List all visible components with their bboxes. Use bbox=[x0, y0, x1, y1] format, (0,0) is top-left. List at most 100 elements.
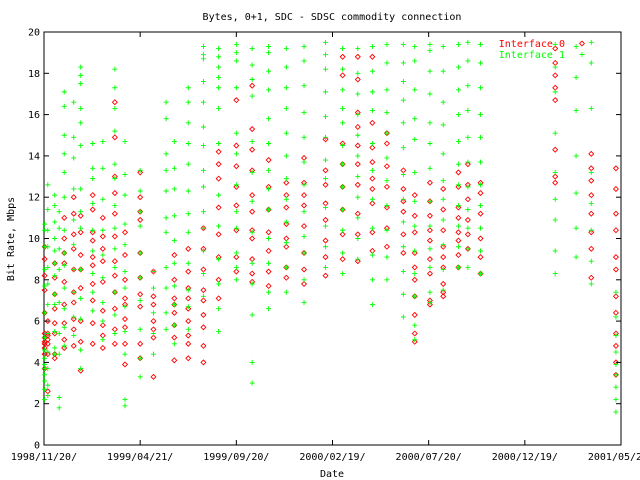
interface-1-point bbox=[384, 227, 390, 233]
interface-1-point bbox=[150, 310, 156, 316]
interface-1-point bbox=[573, 225, 579, 231]
interface-1-point bbox=[478, 159, 484, 165]
interface-1-point bbox=[163, 188, 169, 194]
interface-1-point bbox=[455, 182, 461, 188]
interface-0-point bbox=[44, 340, 51, 347]
interface-1-point bbox=[78, 64, 84, 70]
interface-1-point bbox=[171, 186, 177, 192]
interface-0-point bbox=[300, 202, 308, 209]
interface-1-point bbox=[412, 169, 418, 175]
interface-1-point bbox=[163, 285, 169, 291]
interface-1-point bbox=[478, 182, 484, 188]
interface-1-point bbox=[52, 192, 58, 198]
interface-1-point bbox=[455, 138, 461, 144]
interface-0-point bbox=[411, 276, 418, 283]
interface-0-point bbox=[300, 280, 308, 287]
interface-1-point bbox=[440, 122, 446, 128]
interface-1-point bbox=[283, 46, 289, 52]
interface-1-point bbox=[455, 161, 461, 167]
interface-1-point bbox=[400, 97, 406, 103]
interface-0-point bbox=[322, 254, 329, 261]
interface-0-point bbox=[612, 254, 619, 261]
interface-1-point bbox=[552, 130, 558, 136]
interface-0-point bbox=[322, 272, 329, 279]
interface-1-point bbox=[61, 262, 67, 268]
interface-1-point bbox=[171, 138, 177, 144]
interface-0-point bbox=[185, 340, 192, 347]
interface-0-point bbox=[400, 208, 407, 215]
interface-1-point bbox=[61, 285, 67, 291]
interface-1-point bbox=[369, 107, 375, 113]
interface-1-point bbox=[61, 194, 67, 200]
interface-1-point bbox=[340, 227, 346, 233]
interface-0-point bbox=[137, 216, 144, 223]
interface-1-point bbox=[283, 153, 289, 159]
interface-0-point bbox=[215, 231, 222, 238]
interface-1-point bbox=[355, 91, 361, 97]
interface-1-point bbox=[90, 289, 96, 295]
interface-1-point bbox=[185, 229, 191, 235]
interface-1-point bbox=[90, 271, 96, 277]
interface-1-point bbox=[412, 271, 418, 277]
interface-1-point bbox=[200, 209, 206, 215]
interface-0-point bbox=[426, 237, 433, 244]
interface-0-point bbox=[612, 185, 619, 192]
interface-1-point bbox=[52, 219, 58, 225]
interface-1-point bbox=[588, 281, 594, 287]
interface-0-point bbox=[369, 200, 376, 207]
x-tick-label: 2001/05/20/ bbox=[588, 452, 640, 463]
interface-1-point bbox=[266, 306, 272, 312]
interface-1-point bbox=[301, 300, 307, 306]
interface-1-point bbox=[137, 275, 143, 281]
interface-1-point bbox=[588, 169, 594, 175]
interface-1-point bbox=[150, 285, 156, 291]
interface-0-point bbox=[89, 254, 96, 261]
interface-1-point bbox=[427, 198, 433, 204]
interface-1-point bbox=[384, 110, 390, 116]
interface-1-point bbox=[56, 266, 62, 272]
interface-1-point bbox=[573, 107, 579, 113]
interface-0-point bbox=[150, 334, 157, 341]
interface-1-point bbox=[355, 174, 361, 180]
interface-0-point bbox=[249, 82, 256, 89]
interface-0-point bbox=[477, 210, 484, 217]
interface-1-point bbox=[340, 250, 346, 256]
interface-1-point bbox=[266, 167, 272, 173]
interface-0-point bbox=[77, 285, 84, 292]
interface-0-point bbox=[249, 126, 256, 133]
interface-0-point bbox=[552, 179, 559, 186]
interface-0-point bbox=[121, 361, 129, 368]
interface-1-point bbox=[45, 264, 51, 270]
interface-1-point bbox=[163, 116, 169, 122]
x-tick-label: 2000/02/19/ bbox=[299, 452, 365, 463]
interface-1-point bbox=[42, 386, 48, 392]
interface-0-point bbox=[77, 338, 84, 345]
interface-1-point bbox=[384, 130, 390, 136]
interface-1-point bbox=[440, 242, 446, 248]
interface-1-point bbox=[52, 260, 58, 266]
interface-0-point bbox=[137, 340, 144, 347]
interface-0-point bbox=[283, 204, 290, 211]
interface-1-point bbox=[45, 281, 51, 287]
interface-1-point bbox=[283, 130, 289, 136]
interface-1-point bbox=[465, 39, 471, 45]
interface-1-point bbox=[400, 269, 406, 275]
y-tick-label: 20 bbox=[28, 28, 40, 39]
interface-1-point bbox=[249, 46, 255, 52]
interface-1-point bbox=[478, 41, 484, 47]
interface-1-point bbox=[384, 60, 390, 66]
interface-0-point bbox=[426, 301, 433, 308]
interface-1-point bbox=[216, 74, 222, 80]
interface-1-point bbox=[465, 184, 471, 190]
interface-0-point bbox=[70, 299, 77, 306]
interface-1-point bbox=[613, 409, 619, 415]
interface-1-point bbox=[283, 289, 289, 295]
interface-1-point bbox=[122, 403, 128, 409]
interface-1-point bbox=[233, 58, 239, 64]
interface-1-point bbox=[384, 254, 390, 260]
interface-0-point bbox=[137, 291, 144, 298]
interface-1-point bbox=[400, 219, 406, 225]
interface-1-point bbox=[122, 328, 128, 334]
interface-0-point bbox=[185, 268, 192, 275]
interface-1-point bbox=[400, 145, 406, 151]
